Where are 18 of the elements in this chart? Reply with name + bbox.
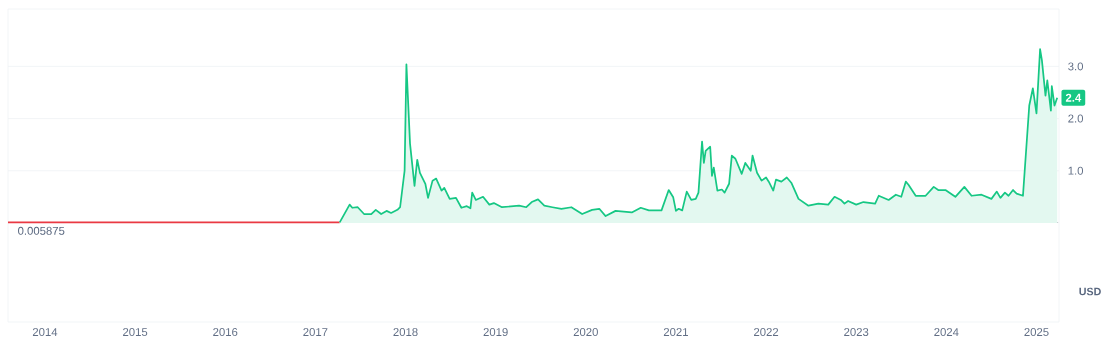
x-tick-label: 2020: [573, 328, 598, 337]
x-tick-label: 2024: [934, 328, 959, 337]
x-tick-label: 2025: [1024, 328, 1049, 337]
x-tick-label: 2017: [303, 328, 328, 337]
x-tick-label: 2014: [32, 328, 58, 337]
x-tick-label: 2018: [393, 328, 418, 337]
ref-line-label: 0.005875: [18, 226, 65, 235]
text: USD: [1079, 287, 1101, 296]
x-tick-label: 2022: [754, 328, 779, 337]
x-tick-label: 2016: [213, 328, 238, 337]
y-tick-label: 3.0: [1068, 62, 1084, 71]
y-tick-label: 2.0: [1068, 114, 1084, 123]
x-tick-label: 2015: [123, 328, 148, 337]
x-tick-label: 2023: [844, 328, 869, 337]
x-tick-label: 2021: [663, 328, 688, 337]
annotation: 2.4: [1065, 93, 1082, 102]
x-tick-label: 2019: [483, 328, 508, 337]
y-tick-label: 1.0: [1068, 166, 1084, 175]
